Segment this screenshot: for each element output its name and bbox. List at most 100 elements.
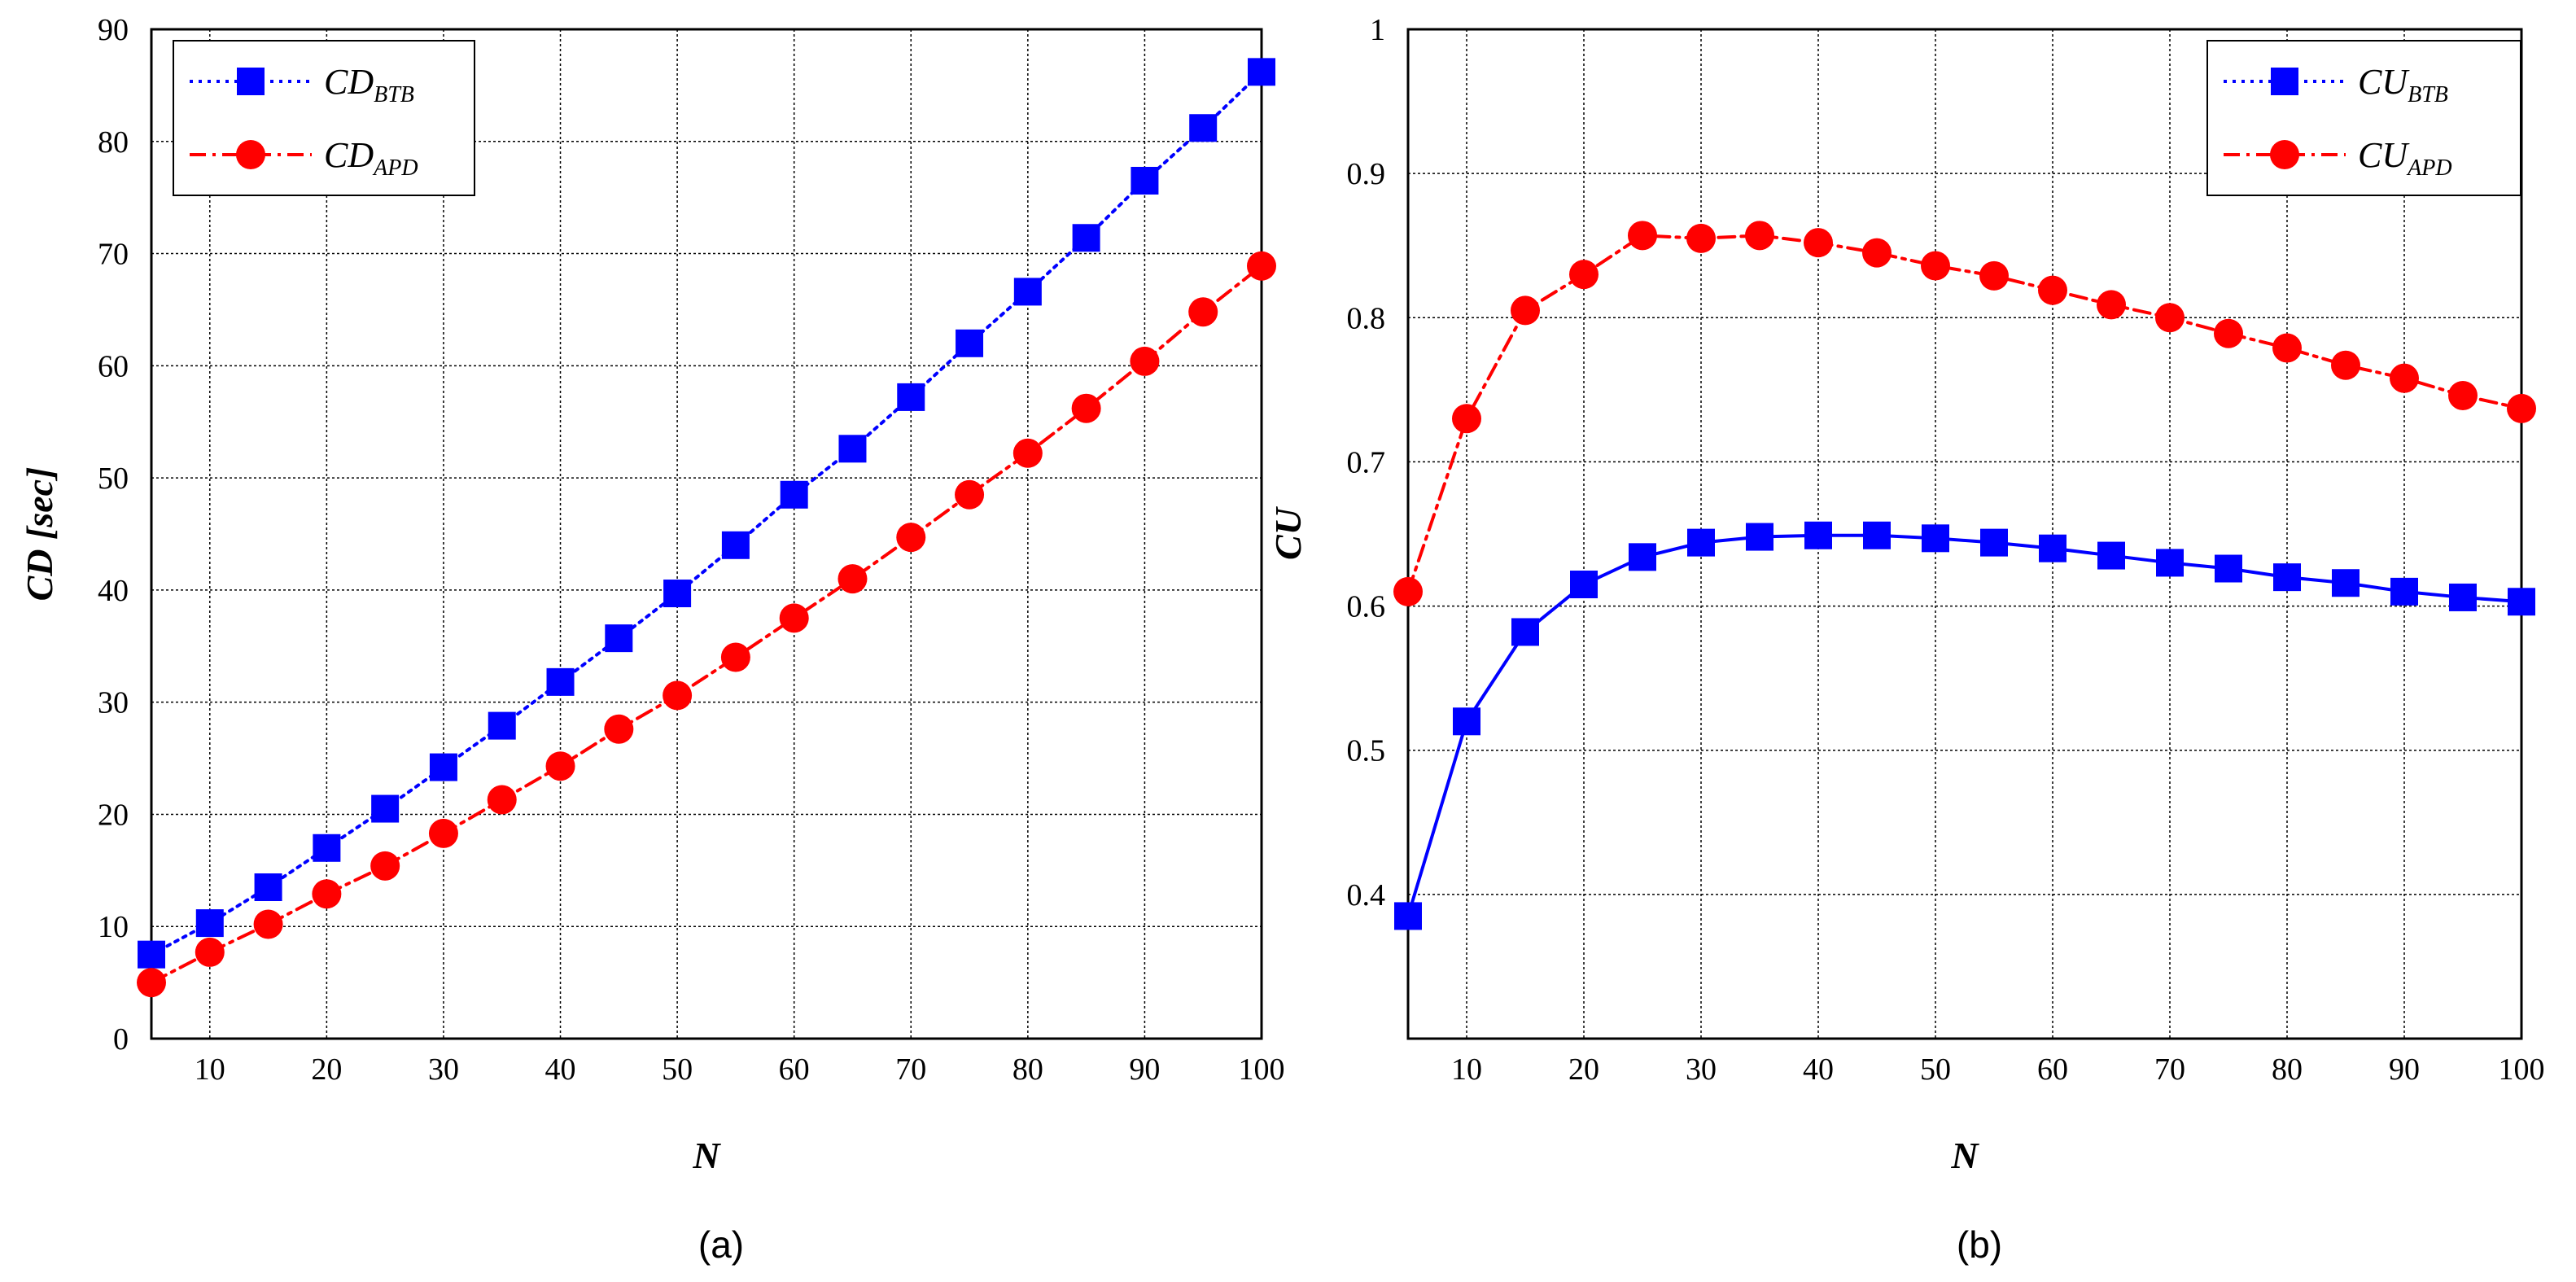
- chart-b-point-cu-btb: [2156, 549, 2184, 577]
- chart-a-point-cd-apd: [428, 818, 458, 848]
- chart-a-y-tick-label: 70: [98, 238, 129, 272]
- chart-b-point-cu-apd: [1686, 223, 1716, 253]
- chart-b-caption: (b): [1957, 1223, 2002, 1266]
- chart-a-legend-label-cd-btb: CDBTB: [324, 62, 414, 107]
- chart-b-point-cu-btb: [1687, 528, 1715, 557]
- chart-a-x-tick-label: 40: [545, 1052, 576, 1087]
- chart-a-y-tick-label: 40: [98, 574, 129, 608]
- chart-b-point-cu-apd: [1745, 221, 1774, 251]
- chart-b-point-cu-btb: [2508, 588, 2535, 616]
- chart-b-y-axis-label: CU: [1267, 505, 1309, 560]
- chart-a-legend: CDBTB CDAPD: [173, 40, 475, 196]
- chart-a-point-cd-btb: [138, 940, 165, 969]
- chart-a-point-cd-apd: [896, 523, 926, 553]
- chart-a-point-cd-btb: [488, 711, 516, 740]
- chart-a-point-cd-btb: [956, 329, 984, 357]
- chart-b-point-cu-apd: [1452, 404, 1481, 434]
- chart-a-x-tick-label: 50: [662, 1052, 693, 1087]
- chart-a-y-axis-label: CD [sec]: [19, 467, 60, 602]
- chart-a-x-tick-label: 70: [895, 1052, 926, 1087]
- chart-b-point-cu-btb: [2390, 577, 2418, 606]
- chart-b-point-cu-apd: [2097, 290, 2126, 320]
- chart-b-x-axis-label: N: [1950, 1135, 1979, 1176]
- chart-b-point-cu-btb: [1453, 707, 1480, 736]
- chart-a-x-tick-label: 100: [1239, 1052, 1285, 1087]
- chart-b-y-tick-label: 0.6: [1347, 590, 1386, 624]
- chart-a-point-cd-apd: [253, 909, 283, 939]
- chart-b-x-tick-label: 20: [1568, 1052, 1599, 1087]
- chart-b-point-cu-btb: [1394, 902, 1422, 930]
- chart-b-legend-marker-cu-btb: [2271, 68, 2298, 95]
- chart-a-y-tick-label: 10: [98, 910, 129, 944]
- chart-b-point-cu-apd: [2507, 393, 2536, 423]
- chart-a-point-cd-btb: [780, 480, 808, 509]
- chart-a-point-cd-btb: [605, 624, 633, 653]
- chart-b-x-tick-label: 70: [2154, 1052, 2185, 1087]
- chart-a-y-tick-label: 60: [98, 349, 129, 383]
- chart-a-point-cd-apd: [779, 603, 809, 633]
- chart-a-y-tick-label: 0: [113, 1022, 129, 1057]
- chart-b-point-cu-apd: [1511, 295, 1540, 326]
- chart-a-point-cd-apd: [720, 642, 750, 672]
- chart-b-x-tick-label: 10: [1451, 1052, 1482, 1087]
- chart-a-point-cd-apd: [955, 479, 985, 510]
- chart-b-y-tick-label: 0.7: [1347, 445, 1386, 479]
- chart-a-point-cd-btb: [721, 531, 750, 559]
- chart-a-point-cd-apd: [663, 680, 693, 711]
- chart-a-point-cd-btb: [897, 383, 925, 411]
- chart-b-point-cu-apd: [1569, 260, 1599, 290]
- chart-b-legend-label-cu-btb: CUBTB: [2358, 62, 2448, 107]
- chart-b-point-cu-btb: [1980, 528, 2008, 557]
- chart-a-point-cd-btb: [1131, 167, 1159, 195]
- chart-b-point-cu-apd: [2038, 275, 2067, 305]
- chart-b-point-cu-apd: [2214, 318, 2243, 348]
- chart-b-point-cu-apd: [2390, 363, 2419, 393]
- chart-b-series-group: [1393, 221, 2536, 930]
- chart-a-y-tick-labels: 0 10 20 30 40 50 60 70 80 90: [98, 13, 129, 1057]
- chart-a-point-cd-apd: [1188, 297, 1218, 327]
- chart-b-point-cu-apd: [2155, 303, 2185, 333]
- chart-a-x-tick-labels: 10 20 30 40 50 60 70 80 90 100: [195, 1052, 1285, 1087]
- chart-a-plot-border: [150, 28, 1263, 1040]
- chart-b: 0.40.50.60.70.80.91 10 20 30 40 50 60 70 80 90 10…: [1267, 13, 2545, 1266]
- chart-a-point-cd-apd: [1130, 346, 1160, 376]
- chart-a-point-cd-btb: [429, 753, 457, 781]
- chart-a-point-cd-btb: [1072, 224, 1100, 252]
- chart-b-legend: CUBTB CUAPD: [2206, 40, 2521, 196]
- chart-b-x-tick-labels: 10 20 30 40 50 60 70 80 90 100: [1451, 1052, 2545, 1087]
- chart-b-y-tick-label: 0.4: [1347, 878, 1386, 912]
- chart-b-legend-box: [2206, 40, 2521, 196]
- chart-b-y-tick-label: 1: [1370, 13, 1385, 47]
- chart-b-series-line-cu-apd: [1406, 234, 2523, 593]
- chart-a-y-tick-label: 50: [98, 462, 129, 496]
- chart-b-y-tick-label: 0.9: [1347, 157, 1386, 191]
- chart-b-point-cu-btb: [2332, 569, 2360, 597]
- chart-b-point-cu-btb: [1746, 523, 1773, 551]
- chart-b-point-cu-btb: [1629, 543, 1656, 571]
- chart-b-point-cu-btb: [1863, 521, 1891, 549]
- chart-b-point-cu-apd: [1804, 228, 1833, 258]
- chart-a-point-cd-btb: [1248, 58, 1275, 86]
- chart-b-point-cu-apd: [1979, 260, 2009, 291]
- chart-b-legend-label-cu-apd: CUAPD: [2358, 135, 2452, 181]
- chart-b-point-cu-btb: [2449, 583, 2477, 611]
- chart-b-point-cu-apd: [2331, 350, 2360, 380]
- chart-a-point-cd-apd: [1012, 438, 1043, 468]
- chart-b-point-cu-apd: [1393, 576, 1423, 606]
- chart-b-point-cu-btb: [1804, 521, 1832, 549]
- chart-a-y-tick-label: 30: [98, 686, 129, 720]
- chart-a-x-axis-label: N: [692, 1135, 721, 1176]
- chart-b-point-cu-btb: [2215, 554, 2242, 583]
- chart-b-x-tick-label: 50: [1920, 1052, 1951, 1087]
- chart-a-y-tick-label: 90: [98, 13, 129, 47]
- chart-a-series-line-cd-btb: [150, 70, 1263, 956]
- chart-b-point-cu-btb: [1570, 571, 1598, 598]
- chart-b-point-cu-apd: [1862, 238, 1892, 268]
- chart-b-point-cu-apd: [2272, 333, 2302, 363]
- chart-a-point-cd-apd: [370, 851, 400, 881]
- chart-a-legend-marker-cd-apd: [236, 140, 265, 169]
- chart-a-x-tick-label: 30: [428, 1052, 459, 1087]
- chart-a-series-line-cd-apd: [150, 264, 1263, 985]
